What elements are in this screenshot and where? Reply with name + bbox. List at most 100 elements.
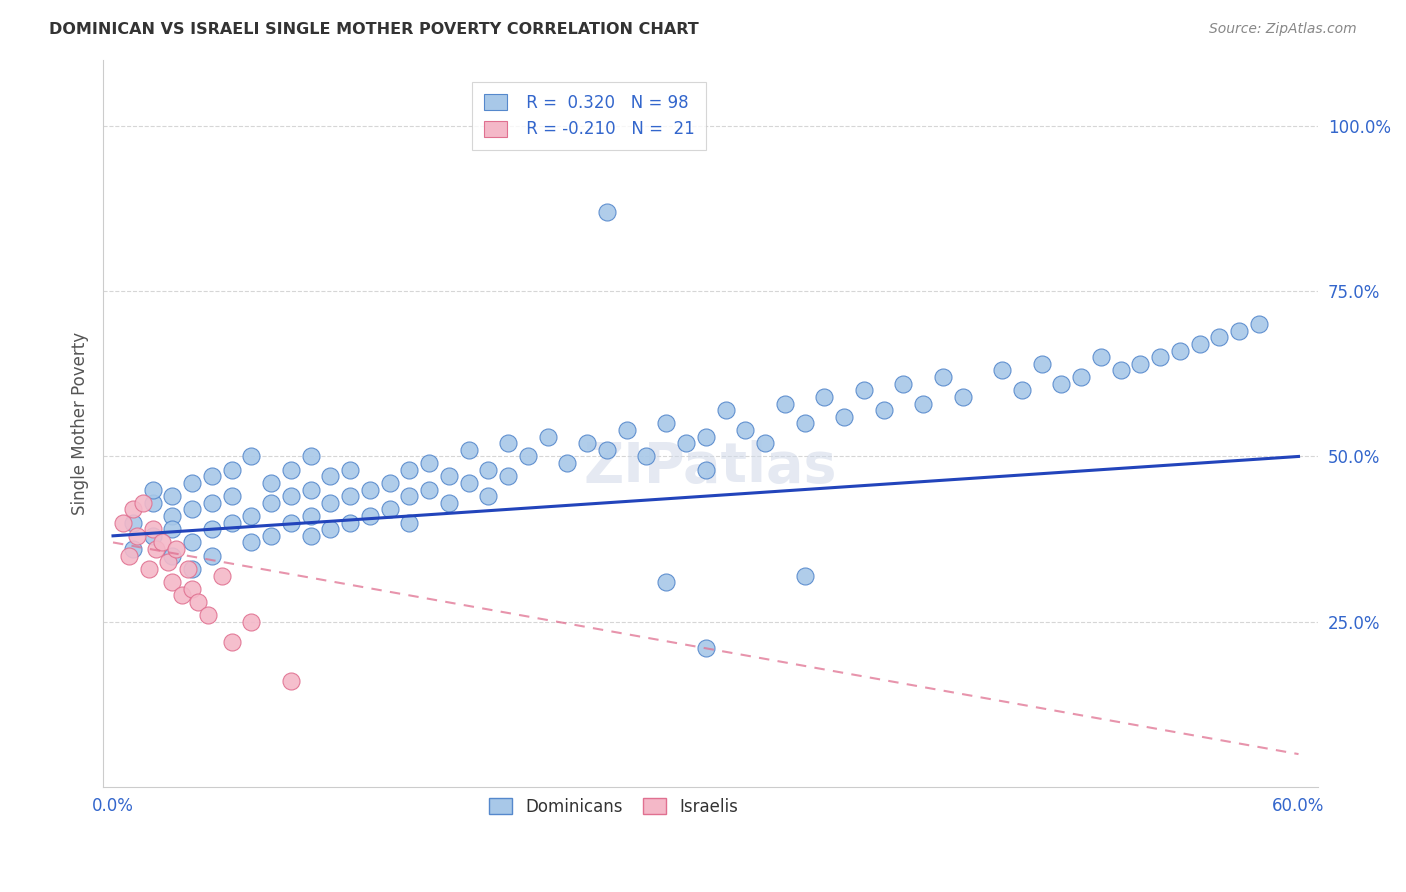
Point xyxy=(477,463,499,477)
Point xyxy=(181,475,204,490)
Point xyxy=(299,529,322,543)
Point xyxy=(221,463,243,477)
Point xyxy=(1208,330,1230,344)
Point xyxy=(773,396,796,410)
Point xyxy=(181,582,204,596)
Point xyxy=(616,423,638,437)
Point xyxy=(201,469,224,483)
Point xyxy=(457,475,479,490)
Point xyxy=(299,450,322,464)
Point xyxy=(162,489,184,503)
Point xyxy=(121,542,143,557)
Point xyxy=(141,529,163,543)
Point xyxy=(201,549,224,563)
Text: Source: ZipAtlas.com: Source: ZipAtlas.com xyxy=(1209,22,1357,37)
Point xyxy=(260,529,283,543)
Point xyxy=(339,489,361,503)
Point xyxy=(319,496,342,510)
Point xyxy=(557,456,579,470)
Point xyxy=(1227,324,1250,338)
Point xyxy=(695,641,717,656)
Point xyxy=(437,496,460,510)
Point xyxy=(145,542,167,557)
Point xyxy=(240,535,263,549)
Y-axis label: Single Mother Poverty: Single Mother Poverty xyxy=(72,332,89,515)
Point xyxy=(1031,357,1053,371)
Point xyxy=(655,417,678,431)
Point xyxy=(280,674,302,689)
Point xyxy=(537,429,560,443)
Point xyxy=(437,469,460,483)
Point xyxy=(339,516,361,530)
Point xyxy=(131,496,153,510)
Legend: Dominicans, Israelis: Dominicans, Israelis xyxy=(478,789,748,826)
Point xyxy=(832,409,855,424)
Point xyxy=(418,456,440,470)
Point xyxy=(165,542,187,557)
Point xyxy=(280,463,302,477)
Point xyxy=(675,436,697,450)
Point xyxy=(121,502,143,516)
Point xyxy=(1109,363,1132,377)
Point xyxy=(141,496,163,510)
Point xyxy=(793,417,815,431)
Point xyxy=(181,502,204,516)
Point xyxy=(932,370,955,384)
Point xyxy=(695,463,717,477)
Point xyxy=(991,363,1014,377)
Point xyxy=(299,508,322,523)
Point xyxy=(172,588,194,602)
Point xyxy=(496,469,519,483)
Point xyxy=(1188,337,1211,351)
Point xyxy=(516,450,538,464)
Point xyxy=(477,489,499,503)
Point xyxy=(181,535,204,549)
Point xyxy=(952,390,974,404)
Point xyxy=(187,595,209,609)
Point xyxy=(197,608,219,623)
Point xyxy=(359,483,381,497)
Point xyxy=(576,436,599,450)
Point xyxy=(162,522,184,536)
Point xyxy=(1129,357,1152,371)
Point xyxy=(457,442,479,457)
Point xyxy=(1168,343,1191,358)
Point xyxy=(596,204,619,219)
Point xyxy=(636,450,658,464)
Text: DOMINICAN VS ISRAELI SINGLE MOTHER POVERTY CORRELATION CHART: DOMINICAN VS ISRAELI SINGLE MOTHER POVER… xyxy=(49,22,699,37)
Point xyxy=(177,562,200,576)
Point xyxy=(162,575,184,590)
Point xyxy=(912,396,935,410)
Point xyxy=(221,516,243,530)
Point xyxy=(714,403,737,417)
Point xyxy=(793,568,815,582)
Point xyxy=(378,475,401,490)
Point xyxy=(157,555,180,569)
Point xyxy=(181,562,204,576)
Point xyxy=(813,390,835,404)
Point xyxy=(240,450,263,464)
Point xyxy=(398,463,420,477)
Point xyxy=(852,384,875,398)
Point xyxy=(695,429,717,443)
Point xyxy=(299,483,322,497)
Point xyxy=(891,376,914,391)
Point xyxy=(221,489,243,503)
Point xyxy=(754,436,776,450)
Point xyxy=(260,496,283,510)
Point xyxy=(125,529,148,543)
Point xyxy=(398,516,420,530)
Point xyxy=(496,436,519,450)
Point xyxy=(1011,384,1033,398)
Point xyxy=(162,508,184,523)
Point xyxy=(734,423,756,437)
Point xyxy=(398,489,420,503)
Point xyxy=(319,522,342,536)
Point xyxy=(211,568,233,582)
Point xyxy=(152,535,174,549)
Point xyxy=(319,469,342,483)
Point xyxy=(596,442,619,457)
Point xyxy=(1050,376,1073,391)
Point xyxy=(280,489,302,503)
Point xyxy=(162,549,184,563)
